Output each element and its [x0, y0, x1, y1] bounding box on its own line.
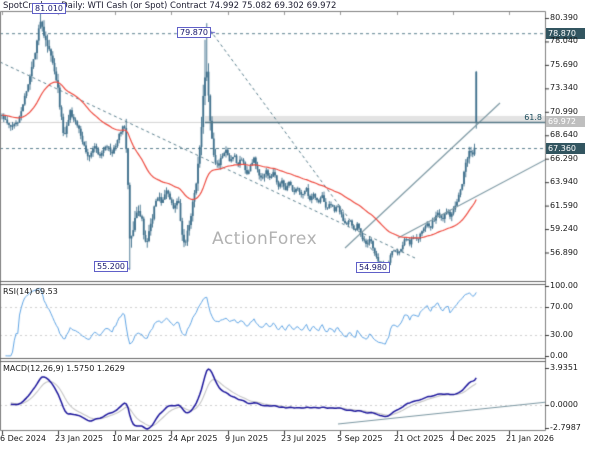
rsi-tick-label: 30.00: [550, 330, 573, 339]
price-tick-label-highlighted: 67.360: [546, 142, 585, 154]
macd-tick-label: -2.7987: [550, 423, 581, 432]
date-axis-label: 10 Mar 2025: [112, 434, 163, 443]
date-axis-label: 21 Oct 2025: [394, 434, 444, 443]
price-tick-label: 56.890: [550, 247, 578, 257]
fib-618-label: 61.8: [524, 113, 542, 122]
rsi-tick-label: 70.00: [550, 302, 573, 311]
rsi-indicator-label: RSI(14) 69.53: [3, 287, 58, 296]
date-axis-label: 5 Sep 2025: [337, 434, 383, 443]
date-axis-label: 6 Dec 2024: [0, 434, 47, 443]
date-axis-label: 24 Apr 2025: [168, 434, 218, 443]
price-tick-label-highlighted: 78.870: [546, 27, 585, 39]
price-tick-label: 70.990: [550, 106, 578, 116]
date-axis-label: 23 Jan 2025: [55, 434, 103, 443]
date-axis-label: 21 Jan 2026: [506, 434, 554, 443]
price-tick-label: 63.940: [550, 177, 578, 187]
price-tick-label: 73.340: [550, 83, 578, 93]
rsi-tick-label: 0.00: [550, 351, 568, 360]
date-axis-label: 4 Dec 2025: [450, 434, 497, 443]
price-tick-label-highlighted: 69.972: [546, 116, 585, 128]
price-tick-label: 78.040: [550, 36, 578, 46]
macd-tick-label: 0.0000: [550, 400, 578, 409]
price-annotation-label: 81.010: [32, 3, 66, 14]
watermark: ActionForex: [212, 229, 318, 249]
price-tick-label: 75.690: [550, 59, 578, 69]
macd-indicator-label: MACD(12,26,9) 1.5750 1.2629: [3, 364, 125, 373]
price-annotation-label: 79.870: [177, 27, 211, 38]
rsi-tick-label: 100.00: [550, 281, 578, 290]
price-tick-label: 66.290: [550, 153, 578, 163]
date-axis-label: 23 Jul 2025: [281, 434, 327, 443]
price-tick-label: 61.590: [550, 200, 578, 210]
price-tick-label: 59.240: [550, 224, 578, 234]
price-tick-label: 68.640: [550, 130, 578, 140]
price-annotation-label: 54.980: [356, 262, 390, 273]
price-annotation-label: 55.200: [94, 261, 128, 272]
chart-title: SpotCrude.a, Daily: WTI Cash (or Spot) C…: [3, 1, 337, 11]
macd-tick-label: 3.9351: [550, 363, 578, 372]
date-axis-label: 9 Jun 2025: [225, 434, 269, 443]
price-tick-label: 80.390: [550, 13, 578, 22]
